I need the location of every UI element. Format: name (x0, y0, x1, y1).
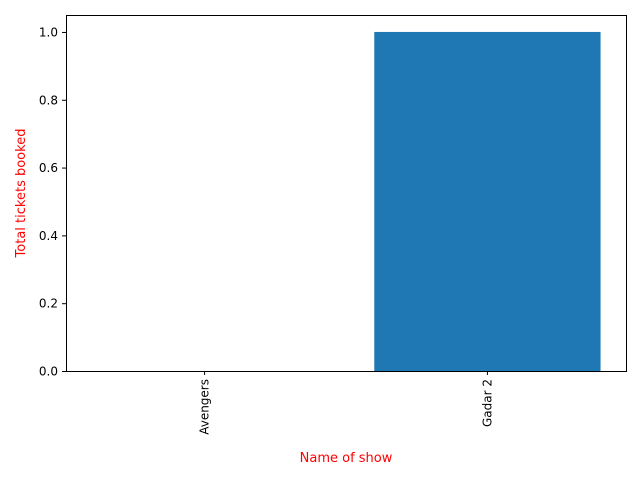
x-axis-label: Name of show (300, 451, 393, 466)
y-axis: 0.0 0.2 0.4 0.6 0.8 1.0 (39, 25, 66, 379)
y-tick-label: 0.6 (39, 161, 58, 175)
plot-frame (66, 15, 627, 372)
y-tick-label: 0.2 (39, 297, 58, 311)
y-axis-label: Total tickets booked (14, 129, 29, 259)
y-tick-label: 0.4 (39, 229, 58, 243)
y-tick-label: 0.0 (39, 365, 58, 379)
bars-layer (374, 31, 601, 371)
x-axis: Avengers Gadar 2 (198, 371, 494, 435)
y-tick-label: 0.8 (39, 93, 58, 107)
x-tick-label: Gadar 2 (480, 379, 494, 427)
bar-gadar-2 (374, 31, 601, 371)
x-tick-label: Avengers (198, 379, 212, 435)
y-tick-label: 1.0 (39, 25, 58, 39)
